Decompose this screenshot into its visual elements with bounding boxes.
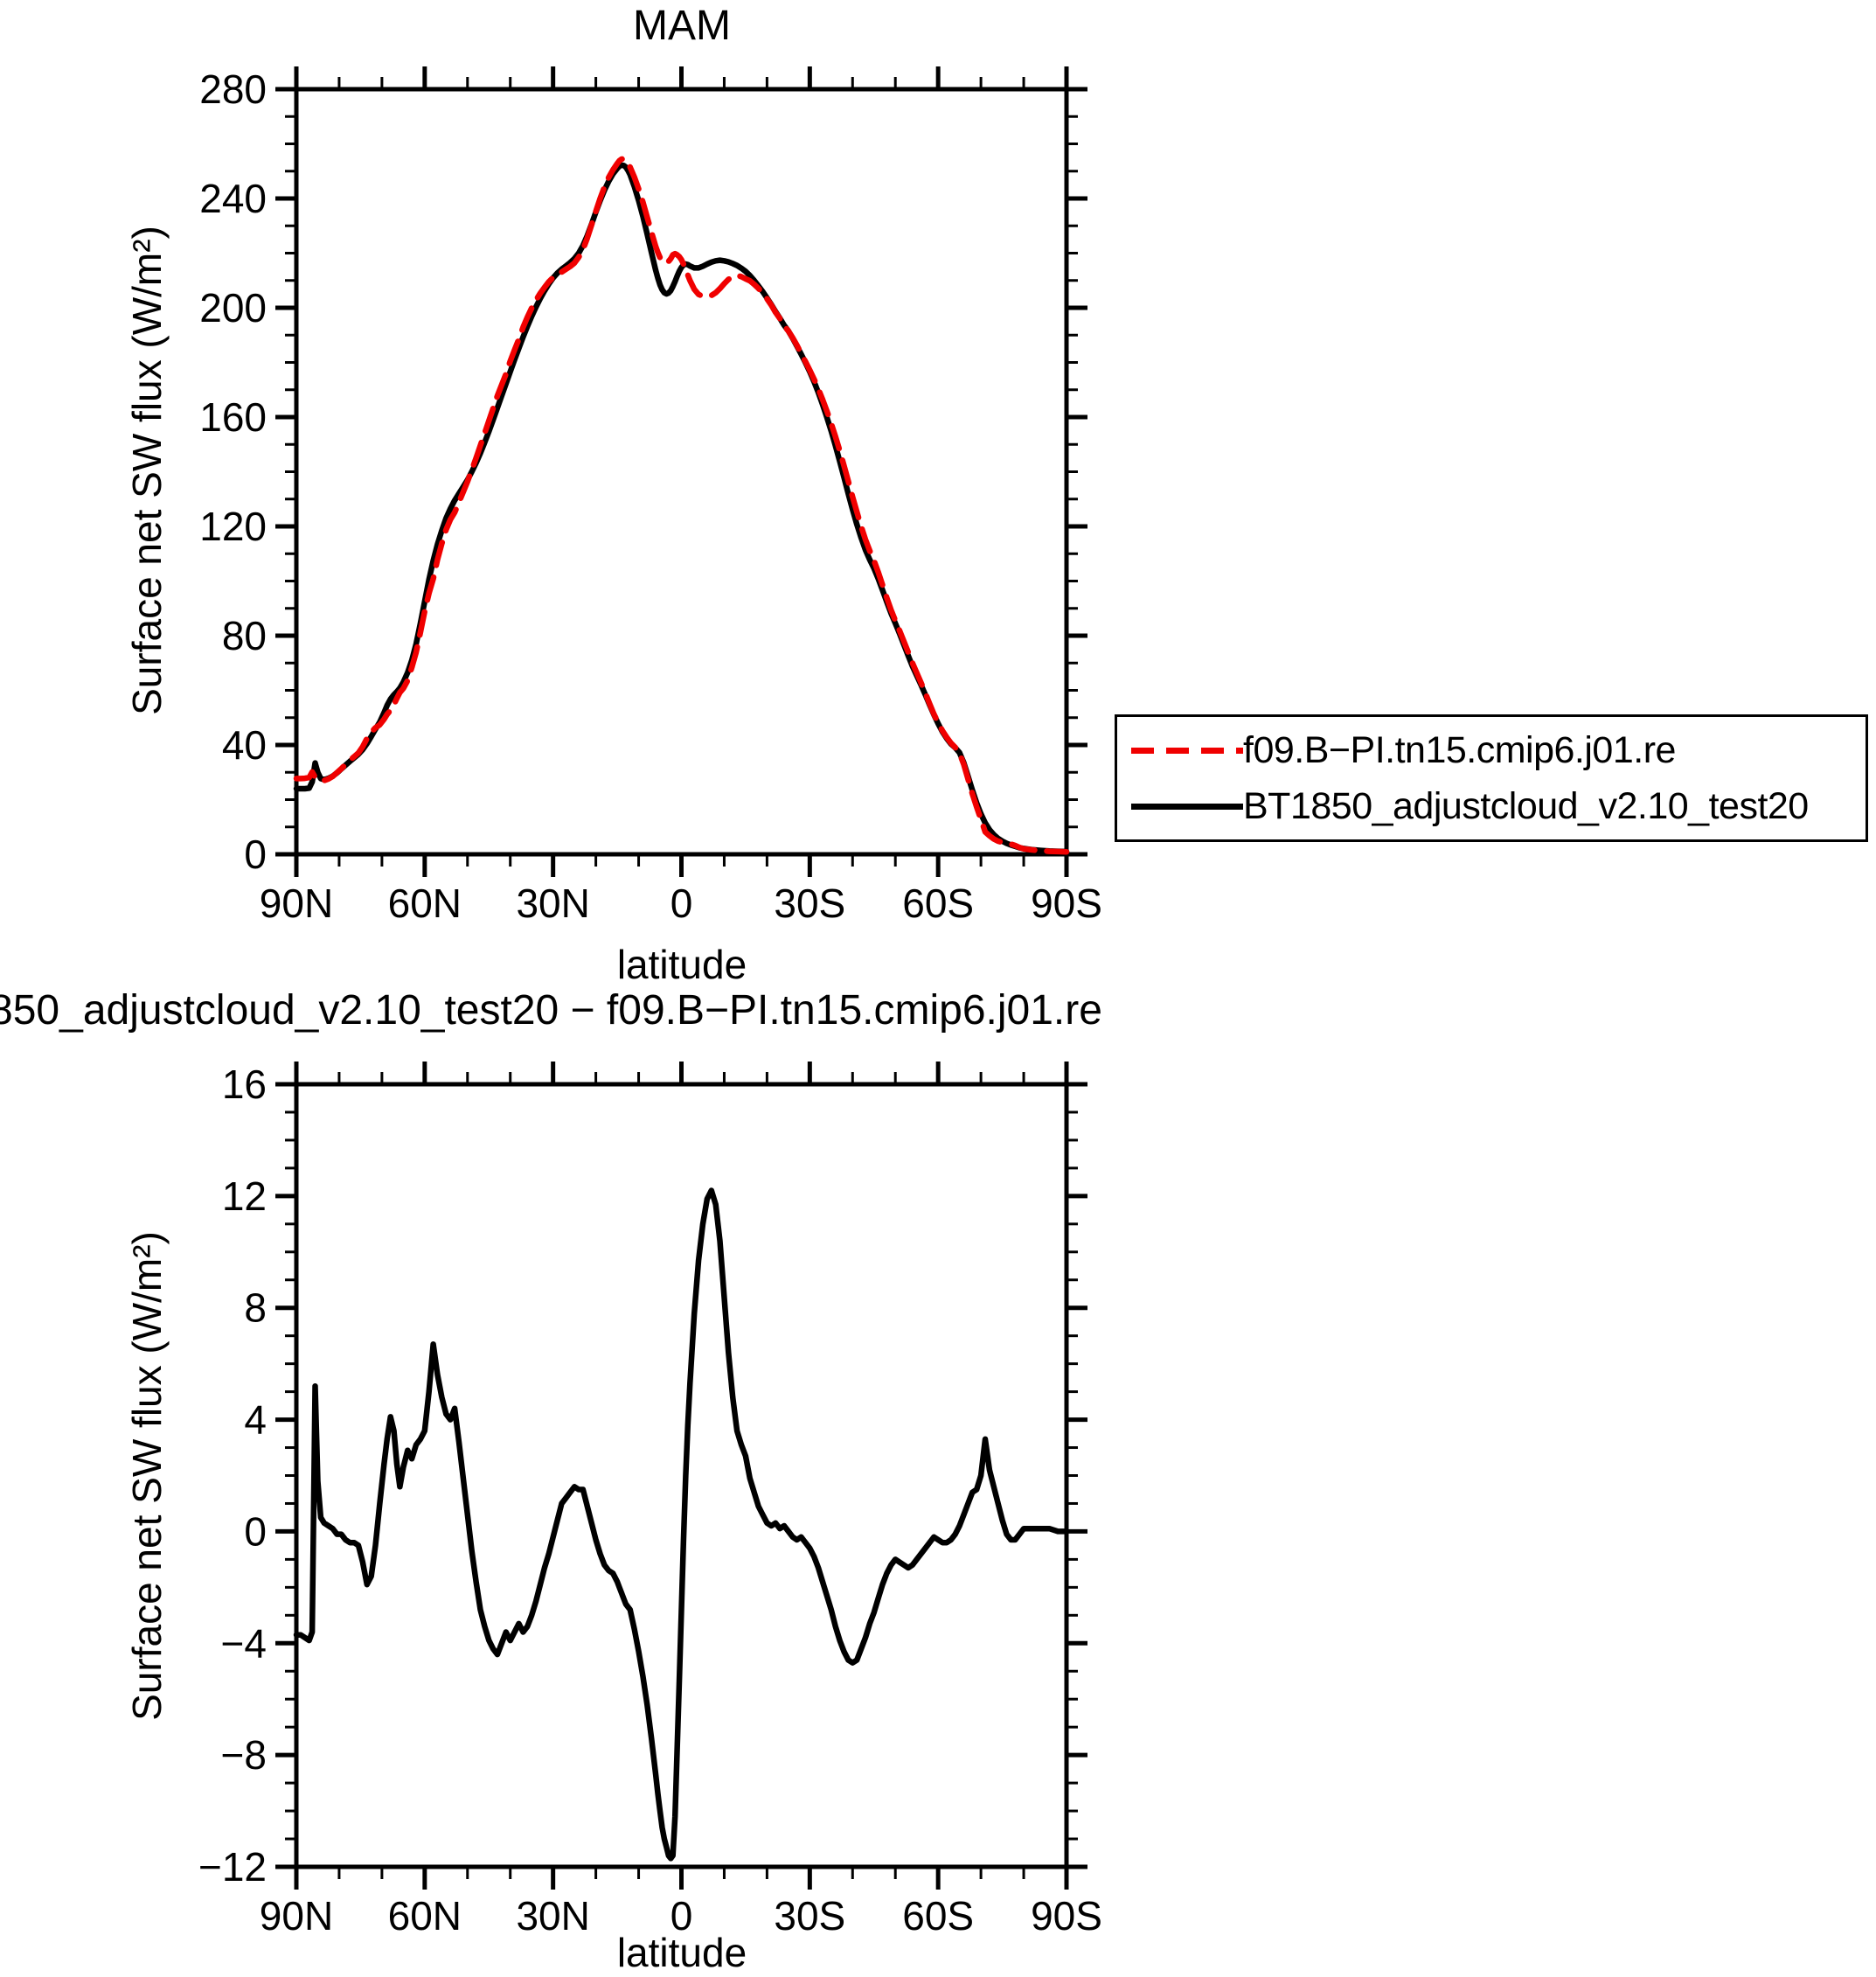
y-tick-label: 160 — [199, 394, 267, 440]
x-tick-label: 60S — [902, 1893, 974, 1939]
x-tick-label: 60N — [388, 881, 462, 926]
y-tick-label: 0 — [244, 1508, 267, 1554]
y-tick-label: 8 — [244, 1285, 267, 1331]
bottom-plot-frame — [294, 1082, 1069, 1869]
legend-label-f09: f09.B−PI.tn15.cmip6.j01.re — [1243, 728, 1676, 771]
y-tick-label: −4 — [221, 1620, 267, 1666]
x-tick-label: 0 — [670, 1893, 693, 1939]
x-tick-label: 30N — [516, 881, 589, 926]
bottom-y-axis-label: Surface net SW flux (W/m²) — [124, 1231, 170, 1721]
y-tick-label: 120 — [199, 504, 267, 549]
y-tick-label: 280 — [199, 66, 267, 112]
y-tick-label: −8 — [221, 1732, 267, 1778]
legend-solid-black-line-sample — [1131, 803, 1243, 810]
legend-dashed-red-line-sample — [1131, 747, 1243, 754]
x-tick-label: 90S — [1031, 1893, 1102, 1939]
x-tick-label: 90S — [1031, 881, 1102, 926]
bottom-plot: 90N 60N 30N 0 30S 60S 90S −12 −8 −4 0 4 8 12 16 — [198, 1062, 1102, 1939]
y-tick-label: 4 — [244, 1397, 267, 1443]
series-f09 — [293, 156, 1070, 855]
top-x-axis-label: latitude — [616, 942, 747, 987]
x-tick-label: 90N — [260, 881, 333, 926]
series-diff — [293, 1187, 1070, 1862]
x-tick-label: 30S — [774, 881, 845, 926]
y-tick-label: 240 — [199, 176, 267, 221]
top-plot-title: MAM — [633, 3, 731, 49]
y-tick-label: 16 — [222, 1062, 267, 1107]
legend-entry-f09: f09.B−PI.tn15.cmip6.j01.re — [1131, 722, 1866, 778]
y-tick-label: 0 — [244, 832, 267, 877]
bottom-x-axis-label: latitude — [616, 1930, 747, 1975]
series-bt1850 — [293, 162, 1070, 855]
x-tick-label: 90N — [260, 1893, 333, 1939]
y-tick-label: 200 — [199, 285, 267, 331]
x-tick-label: 30S — [774, 1893, 845, 1939]
x-tick-label: 30N — [516, 1893, 589, 1939]
legend-entry-bt1850: BT1850_adjustcloud_v2.10_test20 — [1131, 778, 1866, 834]
y-tick-label: 12 — [222, 1173, 267, 1219]
y-tick-label: −12 — [198, 1844, 267, 1890]
y-tick-label: 80 — [222, 613, 267, 658]
top-y-axis-label: Surface net SW flux (W/m²) — [124, 226, 170, 715]
x-tick-label: 0 — [670, 881, 693, 926]
x-tick-label: 60N — [388, 1893, 462, 1939]
top-plot: 90N 60N 30N 0 30S 60S 90S 0 40 80 120 160 200 240 280 — [199, 66, 1102, 926]
x-tick-label: 60S — [902, 881, 974, 926]
legend-label-bt1850: BT1850_adjustcloud_v2.10_test20 — [1243, 784, 1809, 827]
legend-box: f09.B−PI.tn15.cmip6.j01.re BT1850_adjust… — [1115, 714, 1868, 842]
bottom-plot-title: BT1850_adjustcloud_v2.10_test20 − f09.B−… — [0, 987, 1102, 1034]
y-tick-label: 40 — [222, 722, 267, 768]
